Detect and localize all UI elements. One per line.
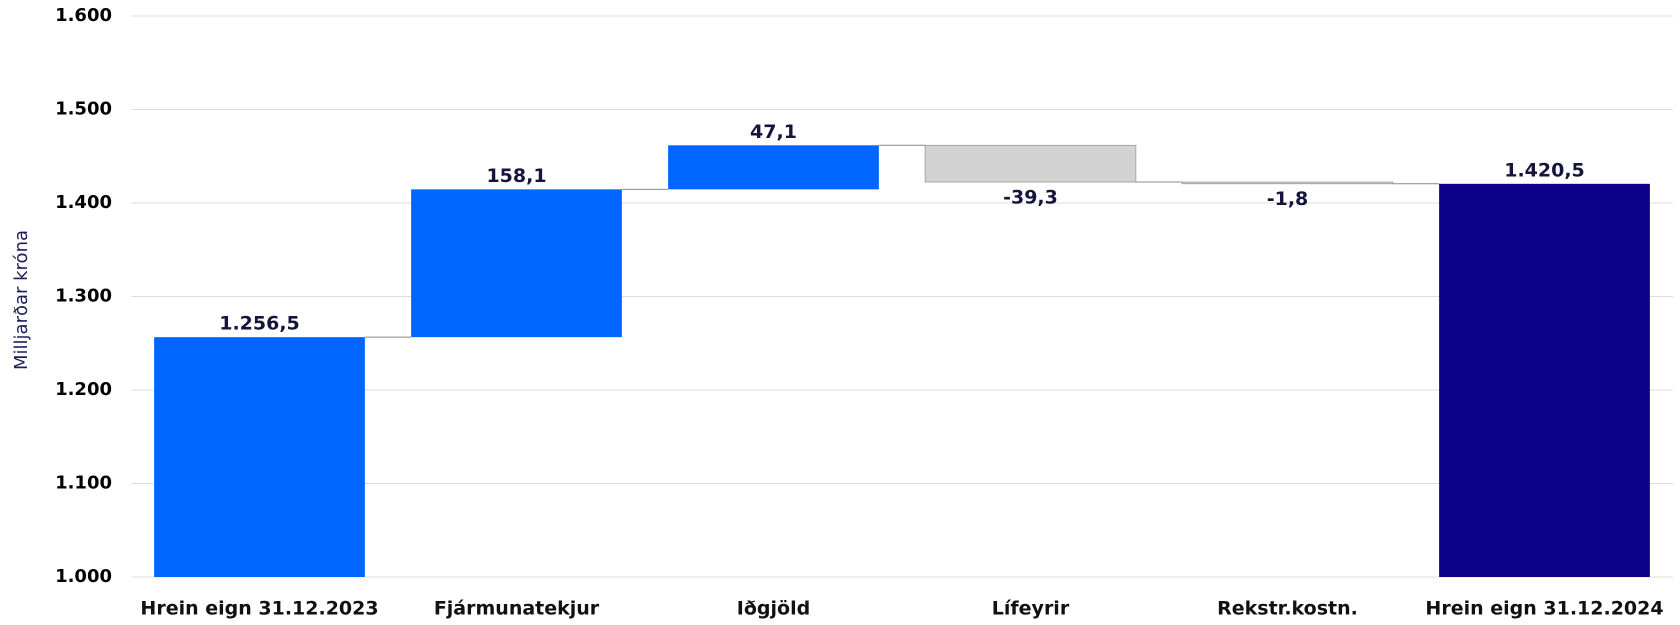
data-label: 158,1 — [486, 165, 546, 187]
data-label: -1,8 — [1267, 188, 1309, 210]
data-label: -39,3 — [1003, 187, 1058, 209]
x-tick-label: Hrein eign 31.12.2023 — [140, 598, 378, 620]
bar — [1181, 181, 1394, 185]
y-tick-label: 1.000 — [55, 566, 112, 587]
bar — [1439, 183, 1650, 577]
data-label: 1.420,5 — [1504, 159, 1585, 181]
x-tick-label: Lífeyrir — [992, 598, 1070, 620]
y-axis-title: Milljarðar króna — [11, 230, 32, 370]
data-label: 1.256,5 — [219, 313, 300, 335]
y-tick-label: 1.200 — [55, 379, 112, 400]
x-tick-label: Fjármunatekjur — [434, 598, 600, 620]
x-tick-label: Rekstr.kostn. — [1217, 598, 1358, 620]
y-tick-label: 1.600 — [55, 5, 112, 26]
data-label: 47,1 — [750, 121, 797, 143]
y-tick-label: 1.500 — [55, 99, 112, 120]
bar — [668, 145, 879, 190]
bar — [924, 144, 1137, 183]
x-tick-label: Iðgjöld — [737, 598, 810, 620]
y-tick-label: 1.100 — [55, 473, 112, 494]
y-tick-label: 1.400 — [55, 192, 112, 213]
y-tick-label: 1.300 — [55, 286, 112, 307]
bar — [154, 337, 365, 577]
x-tick-label: Hrein eign 31.12.2024 — [1425, 598, 1663, 620]
bar — [411, 189, 622, 338]
